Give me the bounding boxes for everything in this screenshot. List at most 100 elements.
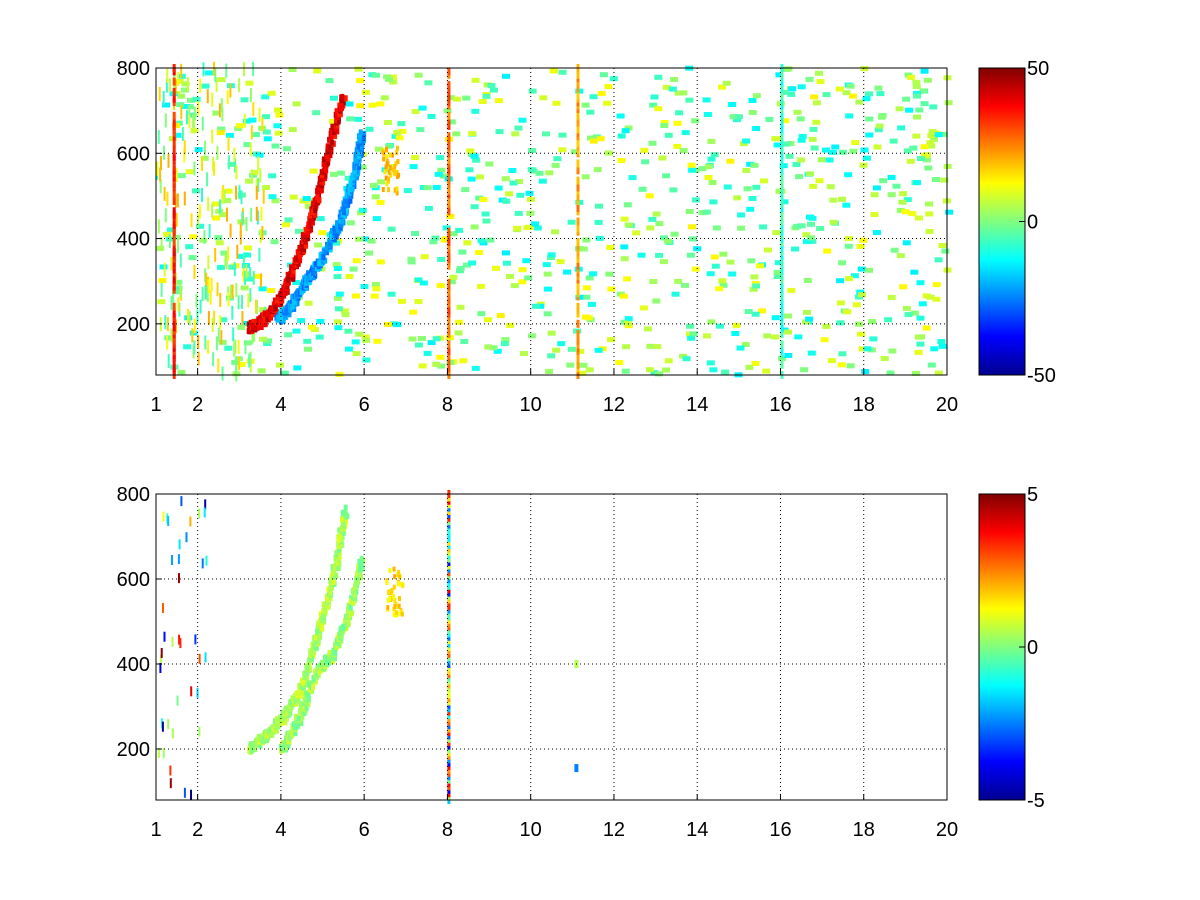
heatmap-cell	[157, 129, 160, 144]
heatmap-cell	[589, 271, 597, 277]
heatmap-cell	[300, 232, 305, 239]
heatmap-cell	[156, 161, 159, 176]
heatmap-cell	[843, 309, 852, 315]
heatmap-cell	[335, 371, 344, 377]
heatmap-cell	[925, 229, 934, 234]
heatmap-cell	[780, 193, 784, 202]
heatmap-cell	[803, 278, 812, 283]
heatmap-cell	[198, 508, 201, 519]
heatmap-cell	[239, 230, 242, 245]
heatmap-cell	[545, 368, 554, 374]
heatmap-cell	[440, 237, 449, 243]
heatmap-cell	[292, 101, 301, 107]
heatmap-cell	[201, 83, 210, 89]
heatmap-cell	[172, 197, 176, 205]
heatmap-cell	[920, 68, 929, 74]
heatmap-cells	[157, 490, 579, 804]
heatmap-cell	[533, 225, 542, 231]
heatmap-cell	[685, 209, 694, 214]
heatmap-cell	[348, 598, 353, 605]
heatmap-cell	[581, 174, 590, 180]
heatmap-cell	[299, 289, 304, 295]
heatmap-cell	[409, 309, 418, 315]
heatmap-cell	[646, 343, 655, 349]
heatmap-cell	[923, 77, 932, 83]
heatmap-cell	[299, 720, 304, 727]
heatmap-cell	[662, 367, 670, 373]
heatmap-cell	[327, 240, 332, 247]
heatmap-cell	[916, 315, 925, 321]
heatmap-cell	[357, 566, 362, 573]
heatmap-cell	[214, 247, 217, 262]
heatmap-cell	[728, 102, 737, 107]
heatmap-cell	[750, 274, 759, 280]
heatmap-cell	[390, 152, 394, 158]
heatmap-cell	[383, 120, 392, 125]
heatmap-cell	[172, 162, 176, 171]
heatmap-cell	[389, 172, 393, 178]
heatmap-cell	[294, 256, 298, 263]
heatmap-cell	[387, 187, 390, 193]
heatmap-cell	[617, 133, 626, 139]
heatmap-cell	[784, 329, 793, 335]
heatmap-cell	[243, 245, 252, 251]
heatmap-cell	[582, 285, 591, 291]
heatmap-cell	[353, 584, 358, 591]
heatmap-cell	[172, 123, 181, 129]
heatmap-cell	[163, 186, 166, 201]
heatmap-cell	[927, 362, 936, 368]
heatmap-cell	[392, 593, 395, 599]
heatmap-cell	[235, 123, 244, 129]
heatmap-cell	[711, 263, 720, 269]
heatmap-cell	[393, 597, 397, 603]
heatmap-cell	[576, 224, 580, 233]
heatmap-cell	[937, 339, 946, 344]
heatmap-cell	[622, 344, 631, 350]
heatmap-cell	[752, 126, 761, 131]
heatmap-cell	[398, 573, 401, 579]
heatmap-cell	[458, 249, 467, 255]
heatmap-cell	[484, 344, 493, 350]
heatmap-cell	[472, 157, 481, 163]
x-tick-label: 10	[520, 394, 542, 416]
heatmap-cell	[247, 293, 250, 308]
heatmap-cell	[310, 266, 314, 273]
heatmap-cell	[257, 156, 260, 171]
heatmap-cell	[429, 239, 438, 245]
heatmap-cell	[316, 318, 325, 324]
heatmap-cell	[308, 273, 313, 280]
heatmap-cell	[750, 162, 759, 168]
heatmap-cell	[447, 227, 451, 236]
heatmap-cell	[587, 135, 595, 141]
heatmap-cell	[309, 649, 314, 656]
heatmap-cell	[383, 169, 387, 175]
heatmap-cell	[271, 198, 280, 204]
heatmap-cell	[648, 216, 657, 222]
heatmap-cell	[304, 690, 309, 697]
heatmap-cell	[439, 173, 448, 179]
heatmap-cell	[926, 140, 935, 146]
heatmap-cell	[744, 309, 753, 314]
heatmap-cell	[443, 108, 452, 114]
heatmap-cell	[660, 235, 668, 241]
heatmap-cell	[344, 625, 349, 632]
heatmap-cell	[576, 261, 580, 270]
heatmap-cell	[437, 167, 446, 173]
heatmap-cell	[270, 239, 279, 245]
heatmap-cell	[344, 328, 353, 334]
heatmap-cell	[595, 203, 603, 209]
heatmap-cell	[436, 283, 445, 289]
heatmap-cell	[765, 116, 774, 122]
heatmap-cell	[496, 313, 505, 319]
heatmap-cell	[330, 123, 335, 130]
heatmap-cell	[797, 137, 806, 143]
heatmap-cell	[303, 227, 308, 233]
heatmap-cell	[392, 612, 396, 618]
heatmap-cell	[346, 220, 355, 226]
heatmap-cell	[332, 240, 341, 246]
heatmap-cell	[241, 295, 243, 309]
heatmap-cell	[862, 155, 871, 161]
heatmap-cell	[351, 598, 356, 605]
heatmap-cell	[505, 191, 513, 197]
heatmap-cell	[356, 78, 364, 84]
